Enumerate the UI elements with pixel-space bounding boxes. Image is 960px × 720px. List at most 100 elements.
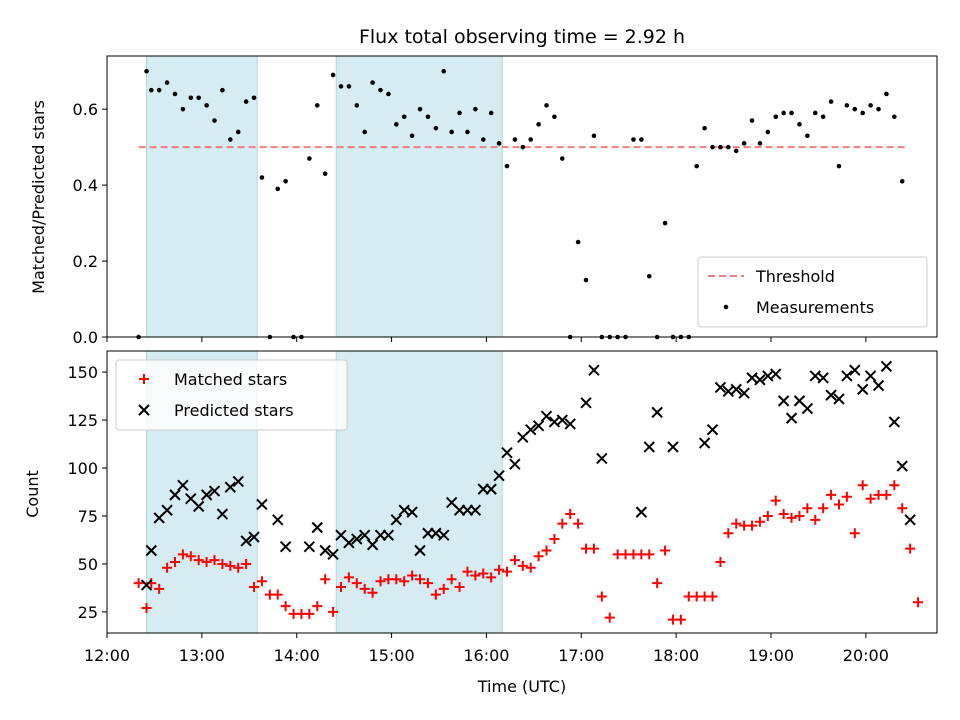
data-point [899, 179, 905, 184]
data-point [406, 506, 418, 518]
data-point [225, 560, 236, 571]
data-point [805, 133, 810, 139]
data-point [698, 437, 711, 449]
data-point [536, 122, 541, 127]
legend-box [697, 256, 928, 328]
data-point [394, 122, 399, 127]
data-point [256, 576, 267, 587]
data-point [675, 614, 686, 625]
data-point [913, 597, 924, 608]
data-point [303, 540, 316, 553]
data-point [196, 95, 201, 101]
data-point [327, 548, 339, 561]
data-point [747, 520, 758, 531]
series-predicted-stars [140, 360, 916, 591]
data-point [354, 103, 360, 108]
x-tick-label: 15:00 [369, 646, 415, 665]
chart-title: Flux total observing time = 2.92 h [359, 26, 685, 48]
data-point [145, 544, 157, 557]
legend-swatch [723, 304, 729, 310]
data-point [351, 578, 362, 589]
data-point [204, 103, 209, 108]
data-point [367, 587, 378, 598]
data-point [462, 566, 473, 577]
data-point [841, 491, 852, 502]
data-point [272, 514, 284, 526]
data-point [541, 545, 552, 556]
x-tick-label: 20:00 [843, 646, 889, 665]
x-axis-label: Time (UTC) [477, 677, 566, 696]
legend-swatch [139, 374, 149, 384]
y-axis-label-ratio: Matched/Predicted stars [29, 100, 48, 294]
data-point [208, 485, 221, 497]
data-point [777, 395, 790, 407]
data-point [635, 506, 648, 518]
data-point [825, 389, 837, 401]
ratio-plot: 0.0 0.2 0.4 0.6 Threshold Measurements [73, 55, 938, 347]
data-point [897, 503, 908, 514]
data-point [148, 87, 154, 93]
data-point [228, 137, 233, 142]
data-point [209, 555, 220, 566]
data-point [565, 509, 576, 520]
data-point [591, 133, 597, 139]
data-point [857, 480, 868, 491]
data-point [358, 529, 371, 541]
x-tick-label: 16:00 [463, 646, 509, 665]
data-point [307, 156, 312, 161]
x-tick-label: 18:00 [653, 646, 699, 665]
x-tick-label: 13:00 [179, 646, 225, 665]
data-point [362, 129, 367, 135]
data-point [185, 551, 196, 562]
data-point [773, 114, 779, 120]
data-point [872, 379, 885, 392]
data-point [390, 514, 403, 526]
data-point [754, 516, 765, 527]
data-point [235, 129, 241, 135]
data-point [604, 612, 615, 623]
data-point [193, 555, 204, 566]
data-point [401, 114, 407, 120]
data-point [781, 110, 786, 116]
data-point [560, 156, 565, 161]
data-point [485, 483, 497, 495]
data-point [201, 557, 212, 568]
data-point [754, 374, 766, 386]
legend: Matched stars Predicted stars [115, 359, 348, 431]
data-point [549, 534, 560, 544]
data-point [812, 110, 818, 116]
data-point [319, 544, 331, 557]
data-point [644, 549, 655, 560]
data-point [386, 91, 391, 97]
data-point [702, 125, 707, 131]
y-tick-label: 0.2 [73, 252, 98, 271]
data-point [596, 591, 607, 602]
data-point [660, 545, 671, 556]
data-point [320, 574, 331, 585]
data-point [493, 469, 505, 482]
data-point [880, 360, 893, 373]
data-point [801, 402, 814, 415]
data-point [757, 141, 763, 146]
data-point [639, 137, 644, 142]
data-point [817, 372, 829, 384]
data-point [884, 91, 889, 97]
data-point [177, 549, 188, 560]
data-point [217, 558, 228, 569]
y-tick-label: 25 [78, 603, 98, 622]
data-point [378, 87, 383, 93]
data-point [279, 540, 292, 553]
data-point [311, 521, 323, 534]
data-point [596, 452, 608, 465]
data-point [833, 499, 844, 510]
data-point [860, 110, 865, 116]
data-point [789, 110, 794, 116]
data-point [710, 144, 715, 150]
data-point [454, 581, 465, 592]
data-point [449, 129, 454, 135]
data-point [169, 557, 180, 568]
y-tick-label: 0.6 [73, 100, 98, 119]
x-tick-label: 19:00 [748, 646, 794, 665]
data-point [343, 572, 354, 583]
data-point [243, 99, 249, 104]
